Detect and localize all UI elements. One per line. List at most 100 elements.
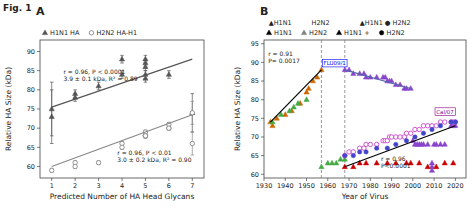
plot-frame (40, 40, 204, 178)
data-point (421, 131, 425, 135)
data-point (166, 72, 171, 77)
error-bar (167, 126, 171, 130)
data-point (363, 160, 368, 165)
x-tick (434, 178, 435, 181)
header-label: ▲H1N1 (269, 19, 292, 27)
error-bar (190, 101, 194, 124)
plot-area (268, 40, 458, 178)
data-point (167, 126, 171, 130)
data-point (449, 120, 453, 124)
annotation: r = 0.96, P < 0.00013.9 ± 0.1 kDa, R² = … (63, 68, 137, 82)
error-bar (190, 94, 194, 132)
data-point (374, 160, 379, 165)
y-tick-label: 95 (251, 40, 259, 48)
data-point (434, 124, 438, 128)
legend-marker (379, 31, 383, 35)
data-point (119, 56, 124, 61)
panel: 1930194019501960197019801990200020102020… (233, 5, 466, 201)
annotation: r = 0.91P= 0.0017 (268, 50, 300, 64)
data-point (357, 150, 361, 154)
header-label: ▲H1N1 ● H2N2 (360, 19, 411, 27)
y-tick-label: 85 (251, 77, 259, 85)
x-tick-label: 7 (190, 182, 194, 190)
x-tick (412, 178, 413, 181)
text-line: 3.0 ± 0.2 kDa, R² = 0.90 (117, 156, 191, 163)
data-point (421, 124, 425, 128)
data-point (438, 124, 442, 128)
y-tick (37, 147, 40, 148)
data-point (190, 141, 194, 145)
data-point (50, 168, 54, 172)
legend-label: H2N2 (387, 29, 405, 37)
data-point (394, 135, 398, 139)
data-point (425, 164, 430, 169)
data-point (167, 126, 171, 130)
y-tick-label: 75 (251, 115, 259, 123)
y-tick (37, 166, 40, 167)
legend-label: H1N1 (274, 29, 292, 37)
legend: H1N1H2N2H1N1 +H2N2 (266, 29, 404, 37)
y-tick (261, 81, 264, 82)
x-tick (98, 178, 99, 181)
data-point (451, 160, 456, 165)
data-point (190, 111, 194, 115)
y-tick (261, 43, 264, 44)
reference-line (321, 40, 322, 178)
annotation: r = 0.96, P < 0.013.0 ± 0.2 kDa, R² = 0.… (117, 149, 191, 163)
y-tick-label: 85 (27, 67, 35, 75)
data-point (385, 146, 389, 150)
data-point (417, 160, 422, 165)
legend-label: H2N2 (309, 29, 327, 37)
x-tick-label: 1970 (341, 182, 358, 190)
data-point (426, 124, 430, 128)
x-tick-label: 1990 (383, 182, 400, 190)
data-point (143, 56, 148, 61)
x-tick (370, 178, 371, 181)
data-point (96, 83, 101, 88)
y-tick-label: 60 (27, 163, 35, 171)
header-label: H2N2 (312, 19, 330, 27)
annotation-box (435, 108, 455, 116)
y-tick-label: 70 (251, 133, 259, 141)
legend-marker (42, 30, 47, 35)
legend-marker (266, 30, 271, 35)
y-tick (261, 155, 264, 156)
data-point (49, 114, 54, 119)
x-tick-label: 1980 (362, 182, 379, 190)
data-point (364, 142, 368, 146)
background (0, 0, 474, 220)
x-tick (168, 178, 169, 181)
data-point (417, 127, 421, 131)
x-tick-label: 6 (167, 182, 171, 190)
trend-line (52, 59, 193, 107)
y-tick (37, 109, 40, 110)
data-point (453, 120, 457, 124)
text-line: Cal/07 (436, 109, 454, 115)
x-axis-label: Year of Virus (341, 192, 389, 201)
data-point (343, 153, 347, 157)
data-point (413, 127, 417, 131)
data-point (73, 164, 77, 168)
y-tick (261, 118, 264, 119)
error-bar (144, 134, 148, 138)
annotation: FLU09/1 (324, 60, 346, 66)
data-point (442, 142, 447, 147)
x-tick (51, 178, 52, 181)
text-line: P= 0.0017 (268, 57, 300, 64)
x-tick (391, 178, 392, 181)
x-tick (264, 178, 265, 181)
y-tick (261, 136, 264, 137)
y-axis-label: Relative HA Size (kDa) (233, 67, 242, 151)
y-tick-label: 65 (27, 144, 35, 152)
y-tick-label: 75 (27, 105, 35, 113)
x-tick (75, 178, 76, 181)
x-tick (306, 178, 307, 181)
data-point (442, 160, 447, 165)
panel: 123456760657075808590Predicted Number of… (4, 5, 204, 201)
error-bar (97, 82, 101, 90)
data-point (374, 146, 378, 150)
data-point (295, 101, 300, 106)
data-point (143, 134, 147, 138)
y-tick-label: 90 (251, 59, 259, 67)
x-tick-label: 1940 (277, 182, 294, 190)
